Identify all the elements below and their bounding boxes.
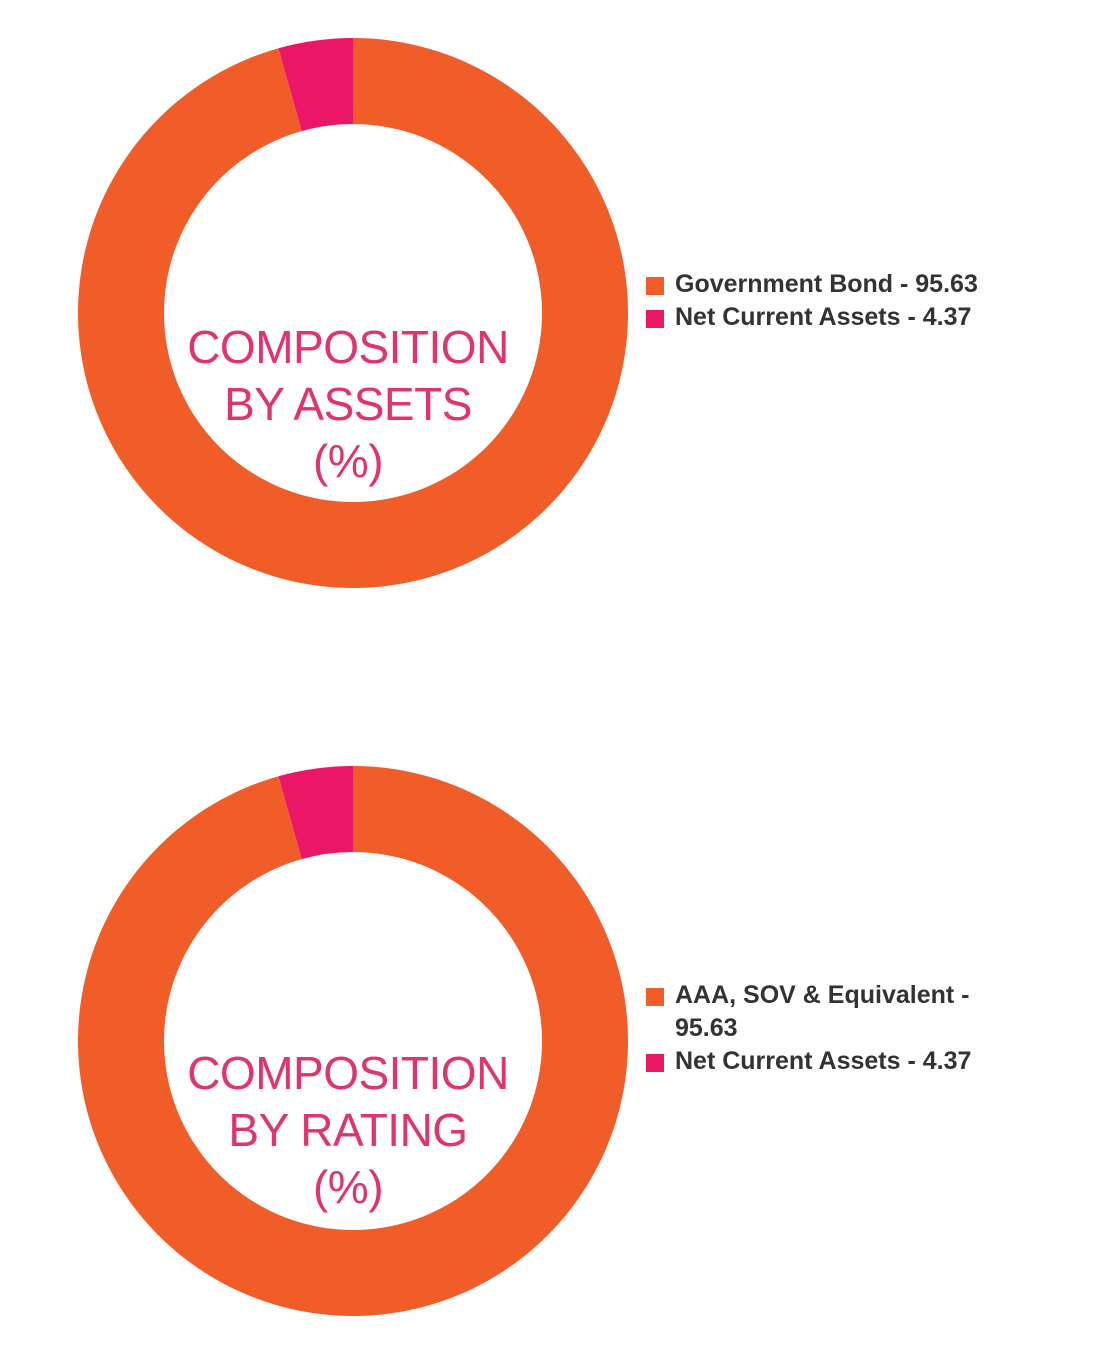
legend-item-government-bond: Government Bond - 95.63 (646, 268, 1006, 301)
legend-label: AAA, SOV & Equivalent - 95.63 (675, 981, 970, 1042)
legend-swatch-orange (646, 988, 664, 1006)
legend-swatch-pink (646, 310, 664, 328)
donut-slice-1 (77, 38, 629, 588)
legend-item-net-current-assets: Net Current Assets - 4.37 (646, 1045, 1006, 1078)
legend-label: Net Current Assets - 4.37 (675, 1047, 972, 1075)
legend-label: Government Bond - 95.63 (675, 270, 978, 298)
composition-by-rating-chart: COMPOSITION BY RATING (%) AAA, SOV & Equ… (0, 758, 1103, 1318)
rating-donut (77, 766, 629, 1316)
legend-label: Net Current Assets - 4.37 (675, 303, 972, 331)
rating-title-line-3: (%) (312, 1161, 384, 1213)
donut-slice-2 (278, 766, 353, 860)
assets-title-line-1: COMPOSITION (187, 321, 509, 373)
assets-donut (77, 38, 629, 588)
rating-legend: AAA, SOV & Equivalent - 95.63 Net Curren… (646, 979, 1006, 1078)
rating-chart-title: COMPOSITION BY RATING (%) (163, 1045, 533, 1216)
rating-title-line-2: BY RATING (228, 1104, 468, 1156)
rating-title-line-1: COMPOSITION (187, 1047, 509, 1099)
legend-swatch-pink (646, 1054, 664, 1072)
assets-chart-title: COMPOSITION BY ASSETS (%) (163, 319, 533, 490)
assets-title-line-3: (%) (312, 435, 384, 487)
legend-swatch-orange (646, 277, 664, 295)
legend-item-net-current-assets: Net Current Assets - 4.37 (646, 301, 1006, 334)
donut-slice-2 (278, 38, 353, 132)
assets-title-line-2: BY ASSETS (224, 378, 472, 430)
assets-legend: Government Bond - 95.63 Net Current Asse… (646, 268, 1006, 334)
donut-slice-1 (77, 766, 629, 1316)
composition-by-assets-chart: COMPOSITION BY ASSETS (%) Government Bon… (0, 30, 1103, 590)
legend-item-aaa-sov: AAA, SOV & Equivalent - 95.63 (646, 979, 1006, 1045)
